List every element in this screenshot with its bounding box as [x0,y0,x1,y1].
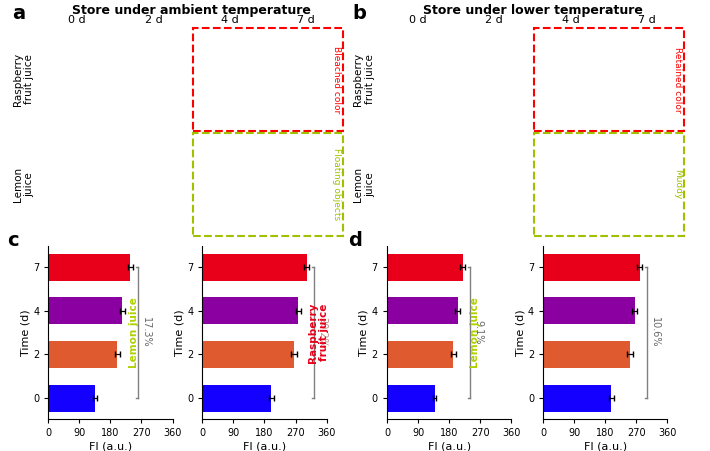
Bar [202,385,271,411]
X-axis label: FI (a.u.): FI (a.u.) [427,441,471,451]
Text: Floating objects: Floating objects [332,148,342,221]
Y-axis label: Time (d): Time (d) [359,309,369,356]
Bar [387,341,453,368]
Text: 20.2%: 20.2% [317,317,327,348]
Bar [202,253,307,281]
Text: Muddy: Muddy [673,169,682,199]
Text: 0 d: 0 d [409,15,427,25]
Y-axis label: Time (d): Time (d) [20,309,31,356]
X-axis label: FI (a.u.): FI (a.u.) [584,441,627,451]
Text: Raspberry
fruit juice: Raspberry fruit juice [13,53,34,106]
Bar [202,341,294,368]
Bar [543,341,630,368]
Text: b: b [353,5,367,23]
Text: Store under ambient temperature: Store under ambient temperature [72,4,311,17]
Bar [202,297,298,324]
Text: c: c [7,231,18,250]
Text: 9.1%: 9.1% [474,320,484,345]
Bar [48,253,131,281]
Text: d: d [348,231,362,250]
Y-axis label: Time (d): Time (d) [174,309,185,356]
Bar [48,297,123,324]
Text: 10.6%: 10.6% [650,318,660,348]
Text: Store under lower temperature: Store under lower temperature [422,4,643,17]
Text: Lemon
juice: Lemon juice [13,167,34,202]
X-axis label: FI (a.u.): FI (a.u.) [243,441,286,451]
Text: 7 d: 7 d [297,15,315,25]
Text: 2 d: 2 d [145,15,163,25]
Bar [543,385,611,411]
Bar [387,297,458,324]
Text: 17.3%: 17.3% [141,318,151,348]
Text: Lemon
juice: Lemon juice [354,167,375,202]
Text: 2 d: 2 d [486,15,503,25]
Y-axis label: Time (d): Time (d) [515,309,525,356]
Text: Lemon juice: Lemon juice [470,297,480,368]
Text: Raspberry
fruit juice: Raspberry fruit juice [308,303,329,363]
Text: Lemon juice: Lemon juice [129,297,139,368]
Text: a: a [12,5,25,23]
Text: Bleached color: Bleached color [332,46,342,113]
Bar [387,385,435,411]
Text: 4 d: 4 d [562,15,579,25]
Bar [543,297,635,324]
X-axis label: FI (a.u.): FI (a.u.) [89,441,132,451]
Text: Retained color: Retained color [673,46,682,112]
Bar [48,385,95,411]
Text: Raspberry
fruit juice: Raspberry fruit juice [354,53,375,106]
Text: 0 d: 0 d [68,15,86,25]
Text: 4 d: 4 d [221,15,239,25]
Bar [48,341,117,368]
Bar [543,253,640,281]
Bar [387,253,463,281]
Text: 7 d: 7 d [638,15,656,25]
